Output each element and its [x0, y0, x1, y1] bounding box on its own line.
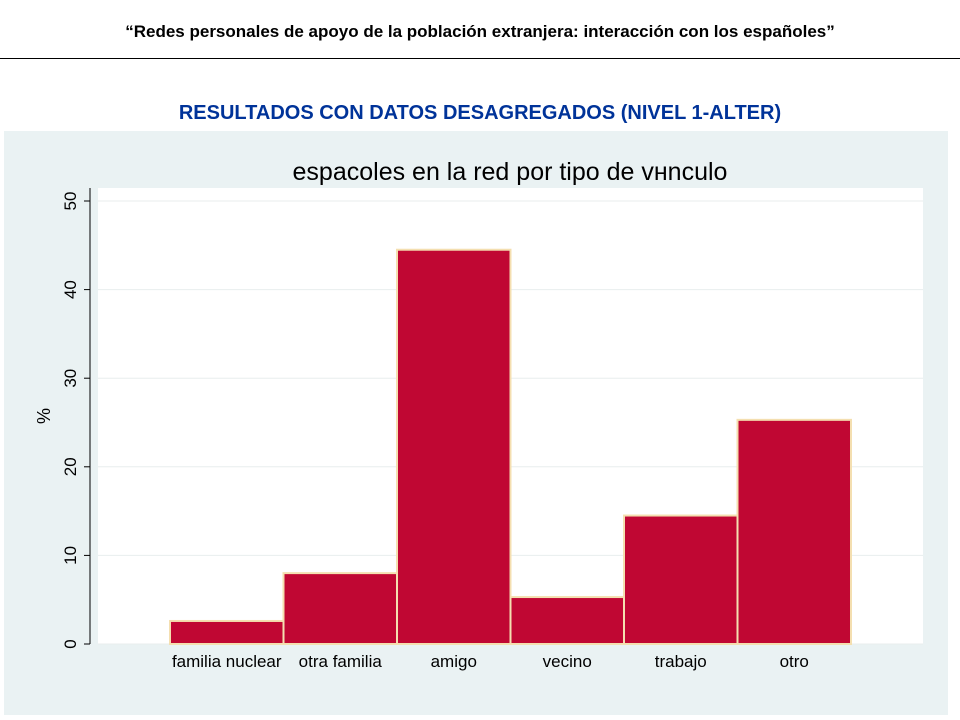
y-tick-label: 30	[61, 369, 80, 388]
bar	[396, 248, 512, 645]
bar	[282, 572, 398, 645]
x-labels: familia nuclear otra familia amigo vecino tr…	[172, 652, 809, 671]
page-header: “Redes personales de apoyo de la poblaci…	[0, 0, 960, 59]
x-tick-label: otro	[780, 652, 809, 671]
bar	[736, 418, 852, 646]
bar	[509, 596, 625, 645]
section-title: RESULTADOS CON DATOS DESAGREGADOS (NIVEL…	[178, 102, 782, 124]
x-tick-label: vecino	[543, 652, 592, 671]
y-axis-label: %	[34, 408, 54, 424]
chart-title: espacoles en la red por tipo de vнnculo	[293, 158, 728, 186]
x-tick-label: familia nuclear	[172, 652, 282, 671]
bar	[169, 619, 285, 645]
y-tick-label: 40	[61, 280, 80, 299]
y-tick-label: 10	[61, 546, 80, 565]
bars	[169, 248, 852, 646]
x-tick-label: otra familia	[299, 652, 383, 671]
y-tick-label: 50	[61, 192, 80, 211]
x-tick-label: trabajo	[655, 652, 707, 671]
y-tick-label: 0	[61, 639, 80, 648]
y-ticks: 0 10 20 30 40 50	[61, 192, 90, 649]
bar	[623, 514, 739, 646]
y-tick-label: 20	[61, 457, 80, 476]
x-tick-label: amigo	[431, 652, 477, 671]
header-title: “Redes personales de apoyo de la poblaci…	[125, 22, 835, 41]
